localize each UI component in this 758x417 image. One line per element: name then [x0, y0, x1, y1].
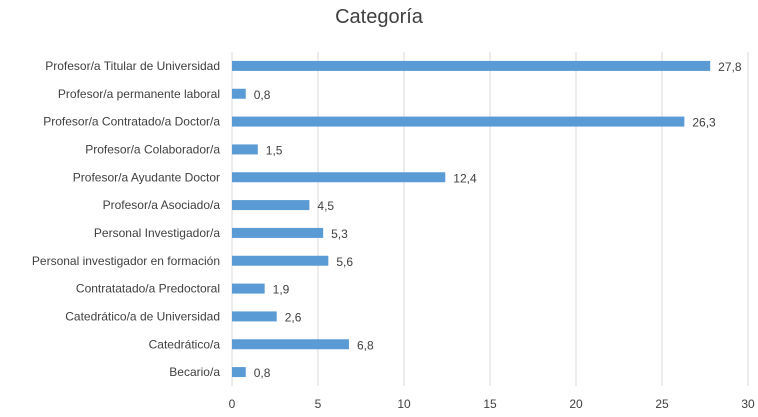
bar — [232, 88, 246, 99]
category-label: Profesor/a Titular de Universidad — [45, 59, 220, 73]
data-label: 6,8 — [357, 338, 374, 352]
category-label: Personal investigador en formación — [32, 254, 220, 268]
bar — [232, 283, 265, 294]
category-label: Contratatado/a Predoctoral — [76, 282, 220, 296]
x-tick-label: 10 — [397, 397, 411, 411]
data-label: 5,3 — [331, 227, 348, 241]
x-tick-label: 20 — [569, 397, 583, 411]
bar — [232, 200, 310, 211]
category-label: Catedrático/a — [149, 337, 221, 351]
category-label: Profesor/a Colaborador/a — [85, 142, 220, 156]
data-label: 0,8 — [254, 88, 271, 102]
bar — [232, 227, 324, 238]
bar — [232, 367, 246, 378]
bar — [232, 172, 446, 183]
data-label: 1,9 — [273, 283, 290, 297]
x-tick-label: 30 — [741, 397, 755, 411]
category-label: Profesor/a Asociado/a — [103, 198, 221, 212]
bar — [232, 116, 685, 127]
bar — [232, 255, 329, 266]
x-tick-label: 5 — [315, 397, 322, 411]
chart-title: Categoría — [335, 6, 423, 28]
x-tick-label: 0 — [229, 397, 236, 411]
data-label: 0,8 — [254, 366, 271, 380]
data-label: 4,5 — [317, 199, 334, 213]
category-label: Becario/a — [169, 365, 220, 379]
x-tick-label: 25 — [655, 397, 669, 411]
data-label: 27,8 — [718, 60, 742, 74]
category-label: Personal Investigador/a — [94, 226, 220, 240]
data-label: 26,3 — [692, 116, 716, 130]
data-label: 2,6 — [285, 310, 302, 324]
bar — [232, 60, 711, 71]
data-label: 5,6 — [336, 255, 353, 269]
category-label: Profesor/a permanente laboral — [58, 87, 220, 101]
bar — [232, 311, 277, 322]
bar — [232, 144, 258, 155]
data-label: 1,5 — [266, 143, 283, 157]
x-tick-label: 15 — [483, 397, 497, 411]
category-label: Profesor/a Contratado/a Doctor/a — [43, 115, 220, 129]
category-label: Catedrático/a de Universidad — [65, 309, 220, 323]
data-label: 12,4 — [453, 171, 477, 185]
category-label: Profesor/a Ayudante Doctor — [73, 170, 220, 184]
bar — [232, 339, 349, 350]
